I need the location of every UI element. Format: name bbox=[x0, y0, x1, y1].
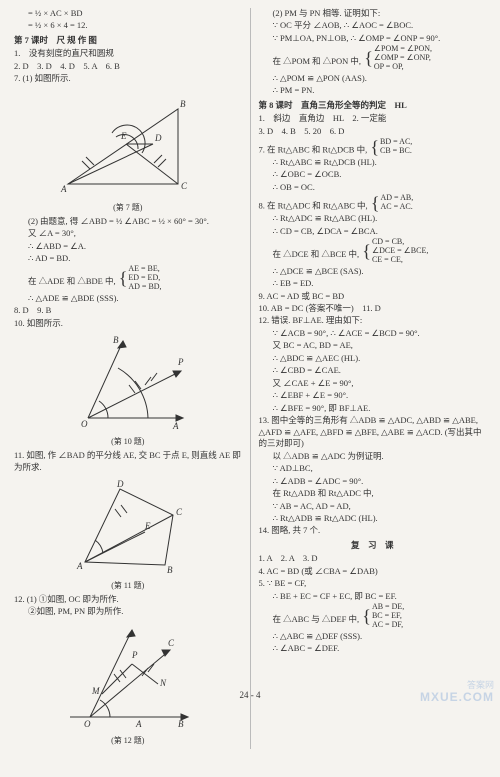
proof-line: ∴ ∠BFE = 90°, 即 BF⊥AE. bbox=[259, 403, 487, 414]
svg-text:B: B bbox=[113, 335, 119, 345]
figure-10-caption: (第 10 题) bbox=[14, 437, 242, 448]
proof-line: ∵ ∠ACB = 90°, ∴ ∠ACE = ∠BCD = 90°. bbox=[259, 328, 487, 339]
figure-11-caption: (第 11 题) bbox=[14, 581, 242, 592]
svg-text:O: O bbox=[81, 419, 88, 429]
svg-text:P: P bbox=[131, 650, 138, 660]
proof-line: 7. 在 Rt△ABC 和 Rt△DCB 中, { BD = AC, CB = … bbox=[259, 138, 487, 156]
proof-line: ∴ ∠OBC = ∠OCB. bbox=[259, 169, 487, 180]
answer-line: 1. 没有刻度的直尺和圆规 bbox=[14, 48, 242, 59]
proof-line: (2) PM 与 PN 相等. 证明如下: bbox=[259, 8, 487, 19]
svg-text:B: B bbox=[180, 99, 186, 109]
svg-text:A: A bbox=[135, 719, 142, 729]
equation-line: = ½ × 6 × 4 = 12. bbox=[14, 20, 242, 31]
figure-7: A B C D E bbox=[14, 89, 242, 199]
proof-line: 在 Rt△ADB 和 Rt△ADC 中, bbox=[259, 488, 487, 499]
figure-12-caption: (第 12 题) bbox=[14, 736, 242, 747]
proof-line: ∴ Rt△ADB ≌ Rt△ADC (HL). bbox=[259, 513, 487, 524]
watermark-url: MXUE.COM bbox=[420, 689, 494, 705]
figure-12: O A B C P M N bbox=[14, 622, 242, 732]
answer-line: 10. 如图所示. bbox=[14, 318, 242, 329]
answer-line: 10. AB = DC (答案不唯一) 11. D bbox=[259, 303, 487, 314]
proof-line: ∴ EB = ED. bbox=[259, 278, 487, 289]
proof-line: ∴ △DCE ≌ △BCE (SAS). bbox=[259, 266, 487, 277]
proof-line: 在 △DCE 和 △BCE 中, { CD = CB, ∠DCE = ∠BCE,… bbox=[259, 238, 487, 264]
svg-text:A: A bbox=[76, 561, 83, 571]
proof-line: ∴ BE + EC = CF + EC, 即 BC = EF. bbox=[259, 591, 487, 602]
proof-line: ∴ △POM ≌ △PON (AAS). bbox=[259, 73, 487, 84]
proof-line: ∴ △ABC ≌ △DEF (SSS). bbox=[259, 631, 487, 642]
answer-line: 14. 图略, 共 7 个. bbox=[259, 525, 487, 536]
proof-line: 12. 错误. BF⊥AE. 理由如下: bbox=[259, 315, 487, 326]
proof-line: 以 △ADB ≌ △ADC 为例证明. bbox=[259, 451, 487, 462]
svg-text:A: A bbox=[60, 184, 67, 194]
proof-line: 又 ∠A = 30°, bbox=[14, 228, 242, 239]
svg-text:B: B bbox=[178, 719, 184, 729]
proof-line: ∴ △ADE ≌ △BDE (SSS). bbox=[14, 293, 242, 304]
svg-text:C: C bbox=[181, 181, 188, 191]
proof-line: ∴ Rt△ABC ≌ Rt△DCB (HL). bbox=[259, 157, 487, 168]
proof-line: 又 BC = AC, BD = AE, bbox=[259, 340, 487, 351]
answer-line: 1. 斜边 直角边 HL 2. 一定能 bbox=[259, 113, 487, 124]
proof-line: ∵ OC 平分 ∠AOB, ∴ ∠AOC = ∠BOC. bbox=[259, 20, 487, 31]
answer-line: 9. AC = AD 或 BC = BD bbox=[259, 291, 487, 302]
figure-11: A D C B E bbox=[14, 477, 242, 577]
proof-line: ∴ ∠ADB = ∠ADC = 90°. bbox=[259, 476, 487, 487]
answer-line: 12. (1) ①如图, OC 即为所作. bbox=[14, 594, 242, 605]
figure-7-caption: (第 7 题) bbox=[14, 203, 242, 214]
proof-line: ∴ ∠EBF + ∠E = 90°. bbox=[259, 390, 487, 401]
equation-line: = ½ × AC × BD bbox=[14, 8, 242, 19]
proof-line: 在 △POM 和 △PON 中, { ∠POM = ∠PON, ∠OMP = ∠… bbox=[259, 45, 487, 71]
svg-text:C: C bbox=[168, 638, 175, 648]
svg-text:O: O bbox=[84, 719, 91, 729]
figure-10: O A B P bbox=[14, 333, 242, 433]
proof-line: ∴ ∠ABC = ∠DEF. bbox=[259, 643, 487, 654]
proof-line: ∴ Rt△ADC ≌ Rt△ABC (HL). bbox=[259, 213, 487, 224]
section-7-title: 第 7 课时 尺 规 作 图 bbox=[14, 35, 242, 46]
proof-line: ∴ OB = OC. bbox=[259, 182, 487, 193]
svg-text:A: A bbox=[172, 421, 179, 431]
svg-text:P: P bbox=[177, 357, 184, 367]
proof-line: ∴ AD = BD. bbox=[14, 253, 242, 264]
proof-line: 8. 在 Rt△ADC 和 Rt△ABC 中, { AD = AB, AC = … bbox=[259, 194, 487, 212]
answer-line: ②如图, PM, PN 即为所作. bbox=[14, 606, 242, 617]
answer-line: 8. D 9. B bbox=[14, 305, 242, 316]
answer-line: 3. D 4. B 5. 20 6. D bbox=[259, 126, 487, 137]
section-8-title: 第 8 课时 直角三角形全等的判定 HL bbox=[259, 100, 487, 111]
answer-line: 4. AC = BD (或 ∠CBA = ∠DAB) bbox=[259, 566, 487, 577]
proof-line: ∵ AB = AC, AD = AD, bbox=[259, 501, 487, 512]
proof-line: 5. ∵ BE = CF, bbox=[259, 578, 487, 589]
proof-line: ∴ ∠ABD = ∠A. bbox=[14, 241, 242, 252]
proof-line: 又 ∠CAE + ∠E = 90°, bbox=[259, 378, 487, 389]
svg-text:E: E bbox=[120, 131, 127, 141]
answer-line: 1. A 2. A 3. D bbox=[259, 553, 487, 564]
proof-line: ∴ ∠CBD = ∠CAE. bbox=[259, 365, 487, 376]
proof-line: 在 △ADE 和 △BDE 中, { AE = BE, ED = ED, AD … bbox=[14, 265, 242, 291]
proof-line: ∵ PM⊥OA, PN⊥OB, ∴ ∠OMP = ∠ONP = 90°. bbox=[259, 33, 487, 44]
review-title: 复 习 课 bbox=[259, 540, 487, 551]
proof-line: ∴ CD = CB, ∠DCA = ∠BCA. bbox=[259, 226, 487, 237]
proof-line: 在 △ABC 与 △DEF 中, { AB = DE, BC = EF, AC … bbox=[259, 603, 487, 629]
svg-text:N: N bbox=[159, 678, 167, 688]
svg-text:E: E bbox=[144, 521, 151, 531]
answer-line: 2. D 3. D 4. D 5. A 6. B bbox=[14, 61, 242, 72]
proof-line: (2) 由题意, 得 ∠ABD = ½ ∠ABC = ½ × 60° = 30°… bbox=[14, 216, 242, 227]
proof-line: ∴ △BDC ≌ △AEC (HL). bbox=[259, 353, 487, 364]
answer-line: 13. 图中全等的三角形有 △ADB ≌ △ADC, △ABD ≌ △ABE, … bbox=[259, 415, 487, 449]
proof-line: ∴ PM = PN. bbox=[259, 85, 487, 96]
svg-text:B: B bbox=[167, 565, 173, 575]
proof-line: ∵ AD⊥BC, bbox=[259, 463, 487, 474]
svg-text:D: D bbox=[154, 133, 162, 143]
answer-line: 7. (1) 如图所示. bbox=[14, 73, 242, 84]
svg-text:C: C bbox=[176, 507, 183, 517]
svg-text:D: D bbox=[116, 479, 124, 489]
answer-line: 11. 如图, 作 ∠BAD 的平分线 AE, 交 BC 于点 E, 则直线 A… bbox=[14, 450, 242, 473]
